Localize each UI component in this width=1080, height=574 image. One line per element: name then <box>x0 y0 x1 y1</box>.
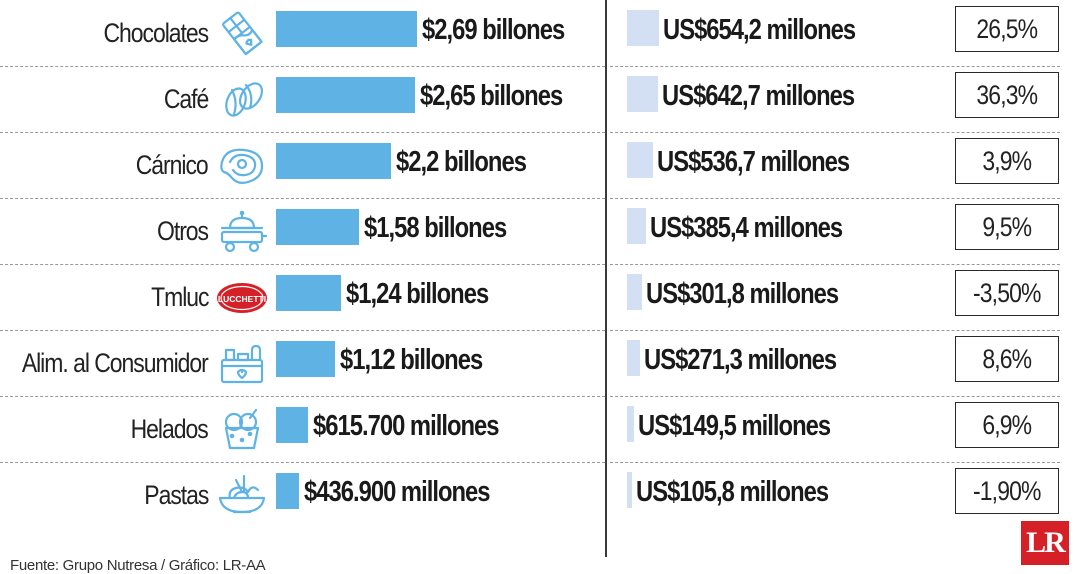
value-label-usd: US$271,3 millones <box>644 344 837 376</box>
change-value: 26,5% <box>976 14 1039 44</box>
bar-cop <box>276 209 359 245</box>
change-value: 36,3% <box>976 80 1039 110</box>
change-box: -1,90% <box>955 468 1059 514</box>
row-separator <box>610 132 1060 133</box>
chart-row: Pastas $436.900 millones US$105,8 millones… <box>0 462 1080 528</box>
change-box: 36,3% <box>955 72 1059 118</box>
lr-logo: LR <box>1021 521 1069 565</box>
source-note: Fuente: Grupo Nutresa / Gráfico: LR-AA <box>10 557 266 574</box>
value-label-cop: $1,24 billones <box>345 278 489 310</box>
steak-icon <box>216 142 268 188</box>
category-label: Otros <box>156 216 209 246</box>
food-cart-icon <box>216 208 268 254</box>
bar-usd <box>627 208 646 244</box>
bar-usd <box>627 142 654 178</box>
grocery-basket-icon <box>216 340 268 386</box>
category-label: Café <box>163 84 209 114</box>
value-label-cop: $615.700 millones <box>313 410 500 442</box>
value-label-usd: US$149,5 millones <box>638 410 831 442</box>
value-label-cop: $436.900 millones <box>303 476 491 508</box>
row-separator <box>610 66 1060 67</box>
change-box: 8,6% <box>955 336 1059 382</box>
value-label-cop: $1,12 billones <box>339 344 483 376</box>
change-box: -3,50% <box>955 270 1059 316</box>
change-value: -1,90% <box>973 476 1041 506</box>
chart-row: Cárnico $2,2 billones US$536,7 millones 3,9… <box>0 132 1080 198</box>
row-separator <box>0 462 605 463</box>
value-label-cop: $2,65 billones <box>419 80 563 112</box>
chart-row: Tmluc LUCCHETTI $1,24 billones US$301,8 mil… <box>0 264 1080 330</box>
bar-cop <box>276 77 415 113</box>
row-separator <box>610 330 1060 331</box>
category-label: Tmluc <box>150 282 209 312</box>
row-separator <box>0 330 605 331</box>
row-separator <box>610 198 1060 199</box>
coffee-bean-icon <box>216 76 268 122</box>
row-separator <box>610 396 1060 397</box>
bar-cop <box>276 341 335 377</box>
row-separator <box>610 264 1060 265</box>
change-value: -3,50% <box>973 278 1041 308</box>
change-value: 3,9% <box>982 146 1033 176</box>
change-box: 6,9% <box>955 402 1059 448</box>
bar-cop <box>276 275 341 311</box>
value-label-usd: US$301,8 millones <box>645 278 839 310</box>
bar-cop <box>276 407 309 443</box>
bar-usd <box>627 340 641 376</box>
lucchetti-logo-icon: LUCCHETTI <box>216 274 268 320</box>
bar-cop <box>276 473 299 509</box>
category-label: Alim. al Consumidor <box>22 348 209 378</box>
change-box: 26,5% <box>955 6 1059 52</box>
chart-row: Alim. al Consumidor $1,12 billones US$271,… <box>0 330 1080 396</box>
value-label-cop: $1,58 billones <box>363 212 507 244</box>
value-label-usd: US$642,7 millones <box>662 80 855 112</box>
svg-text:LUCCHETTI: LUCCHETTI <box>218 294 266 304</box>
bar-usd <box>627 10 659 46</box>
category-label: Helados <box>130 414 209 444</box>
ice-cream-cup-icon <box>216 406 268 452</box>
bar-usd <box>627 406 635 442</box>
bar-cop <box>276 143 392 179</box>
value-label-cop: $2,2 billones <box>396 146 527 178</box>
row-separator <box>610 462 1060 463</box>
row-separator <box>0 66 605 67</box>
chart-row: Chocolates $2,69 billones US$654,2 millone… <box>0 0 1080 66</box>
category-label: Cárnico <box>136 150 209 180</box>
change-value: 9,5% <box>982 212 1033 242</box>
pasta-bowl-icon <box>216 472 268 518</box>
row-separator <box>0 396 605 397</box>
value-label-usd: US$105,8 millones <box>636 476 829 508</box>
change-value: 6,9% <box>982 410 1033 440</box>
change-box: 9,5% <box>955 204 1059 250</box>
bar-usd <box>627 76 659 112</box>
chocolate-bar-icon <box>216 10 268 56</box>
chart-row: Otros $1,58 billones US$385,4 millones 9,5% <box>0 198 1080 264</box>
row-separator <box>0 198 605 199</box>
change-value: 8,6% <box>982 344 1033 374</box>
column-divider <box>605 0 607 557</box>
chart-row: Helados $615.700 millones US$149,5 millone… <box>0 396 1080 462</box>
category-label: Pastas <box>143 480 209 510</box>
value-label-usd: US$536,7 millones <box>657 146 850 178</box>
bar-cop <box>276 11 417 47</box>
value-label-usd: US$385,4 millones <box>649 212 843 244</box>
change-box: 3,9% <box>955 138 1059 184</box>
row-separator <box>0 264 605 265</box>
bar-usd <box>627 472 633 508</box>
category-label: Chocolates <box>103 18 209 48</box>
value-label-usd: US$654,2 millones <box>663 14 856 46</box>
row-separator <box>0 132 605 133</box>
value-label-cop: $2,69 billones <box>422 14 565 46</box>
bar-usd <box>627 274 642 310</box>
chart-row: Café $2,65 billones US$642,7 millones 36,3% <box>0 66 1080 132</box>
